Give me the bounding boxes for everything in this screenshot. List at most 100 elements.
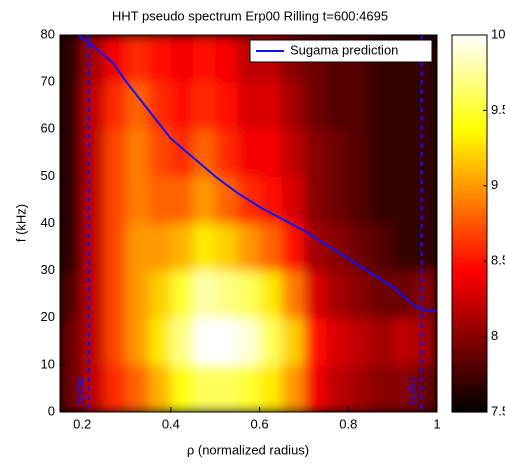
colorbar-step bbox=[452, 185, 487, 191]
colorbar-step bbox=[452, 144, 487, 149]
heatmap-cell bbox=[370, 270, 394, 319]
heatmap-cell bbox=[148, 176, 172, 224]
colorbar-step bbox=[452, 174, 487, 179]
heatmap-cell bbox=[303, 317, 327, 366]
y-tick-label: 40 bbox=[41, 215, 55, 230]
colorbar-step bbox=[452, 35, 487, 40]
colorbar-step bbox=[452, 381, 487, 387]
colorbar-step bbox=[452, 344, 487, 349]
heatmap-cell bbox=[414, 270, 437, 319]
heatmap-cell bbox=[326, 82, 349, 130]
colorbar-step bbox=[452, 378, 487, 383]
heatmap-cell bbox=[82, 223, 105, 272]
heatmap-cell bbox=[170, 129, 194, 177]
colorbar-step bbox=[452, 170, 487, 176]
heatmap-cell bbox=[259, 364, 283, 412]
heatmap-cell bbox=[104, 82, 128, 130]
buffer-label: buffer bbox=[75, 376, 87, 404]
heatmap-cell bbox=[259, 270, 283, 319]
heatmap-cell bbox=[104, 176, 128, 224]
colorbar-step bbox=[452, 400, 487, 406]
heatmap-cell bbox=[259, 129, 283, 177]
heatmap-cell bbox=[82, 35, 105, 83]
colorbar-step bbox=[452, 140, 487, 145]
heatmap-cell bbox=[392, 317, 416, 366]
heatmap-cell bbox=[82, 364, 105, 412]
heatmap-cell bbox=[60, 364, 83, 412]
heatmap-cell bbox=[170, 317, 194, 366]
colorbar-step bbox=[452, 68, 487, 74]
heatmap-cell bbox=[414, 364, 437, 412]
heatmap-cell bbox=[104, 364, 128, 412]
colorbar-step bbox=[452, 336, 487, 341]
heatmap-cell bbox=[281, 317, 305, 366]
heatmap-cell bbox=[259, 223, 283, 272]
heatmap-cell bbox=[193, 35, 216, 83]
heatmap-cell bbox=[414, 223, 437, 272]
heatmap-cell bbox=[82, 176, 105, 224]
colorbar-step bbox=[452, 110, 487, 115]
colorbar-tick-label: 8 bbox=[491, 328, 498, 343]
colorbar-step bbox=[452, 374, 487, 379]
colorbar-step bbox=[452, 276, 487, 281]
heatmap-cell bbox=[193, 129, 216, 177]
buffer-label: buffer bbox=[407, 376, 419, 404]
colorbar-step bbox=[452, 351, 487, 357]
heatmap-cell bbox=[281, 176, 305, 224]
heatmap-cell bbox=[303, 270, 327, 319]
colorbar-step bbox=[452, 99, 487, 104]
colorbar-step bbox=[452, 50, 487, 55]
colorbar-step bbox=[452, 208, 487, 213]
colorbar-step bbox=[452, 242, 487, 247]
colorbar-step bbox=[452, 197, 487, 202]
colorbar-step bbox=[452, 404, 487, 409]
colorbar-step bbox=[452, 151, 487, 157]
colorbar-step bbox=[452, 231, 487, 236]
heatmap-cell bbox=[148, 364, 172, 412]
heatmap-cell bbox=[215, 176, 238, 224]
chart-title: HHT pseudo spectrum Erp00 Rilling t=600:… bbox=[112, 8, 388, 23]
heatmap-cell bbox=[193, 176, 216, 224]
heatmap-cell bbox=[126, 317, 150, 366]
heatmap-cell bbox=[126, 176, 150, 224]
colorbar-step bbox=[452, 42, 487, 47]
heatmap-cell bbox=[104, 223, 128, 272]
heatmap-cell bbox=[104, 270, 128, 319]
colorbar-step bbox=[452, 287, 487, 292]
colorbar-step bbox=[452, 215, 487, 221]
heatmap-cell bbox=[193, 364, 216, 412]
colorbar-step bbox=[452, 189, 487, 194]
heatmap-cell bbox=[414, 317, 437, 366]
heatmap-cell bbox=[126, 129, 150, 177]
y-tick-label: 0 bbox=[48, 403, 55, 418]
heatmap-cell bbox=[148, 82, 172, 130]
heatmap-cell bbox=[303, 364, 327, 412]
x-tick-label: 1 bbox=[433, 416, 440, 431]
heatmap-cell bbox=[215, 223, 238, 272]
heatmap-cell bbox=[104, 317, 128, 366]
colorbar-step bbox=[452, 38, 487, 44]
heatmap-cell bbox=[237, 270, 261, 319]
colorbar-step bbox=[452, 246, 487, 251]
colorbar-step bbox=[452, 95, 487, 100]
colorbar-step bbox=[452, 80, 487, 85]
heatmap bbox=[60, 35, 437, 412]
colorbar-step bbox=[452, 219, 487, 225]
colorbar-step bbox=[452, 268, 487, 274]
colorbar-step bbox=[452, 313, 487, 319]
heatmap-cell bbox=[237, 317, 261, 366]
heatmap-cell bbox=[348, 223, 371, 272]
colorbar-step bbox=[452, 340, 487, 345]
colorbar-step bbox=[452, 306, 487, 311]
colorbar-step bbox=[452, 272, 487, 277]
heatmap-cell bbox=[392, 270, 416, 319]
heatmap-cell bbox=[148, 223, 172, 272]
colorbar-step bbox=[452, 193, 487, 198]
heatmap-cell bbox=[82, 317, 105, 366]
heatmap-cell bbox=[303, 176, 327, 224]
heatmap-cell bbox=[60, 317, 83, 366]
colorbar-step bbox=[452, 408, 487, 413]
heatmap-cell bbox=[392, 176, 416, 224]
y-tick-label: 50 bbox=[41, 168, 55, 183]
